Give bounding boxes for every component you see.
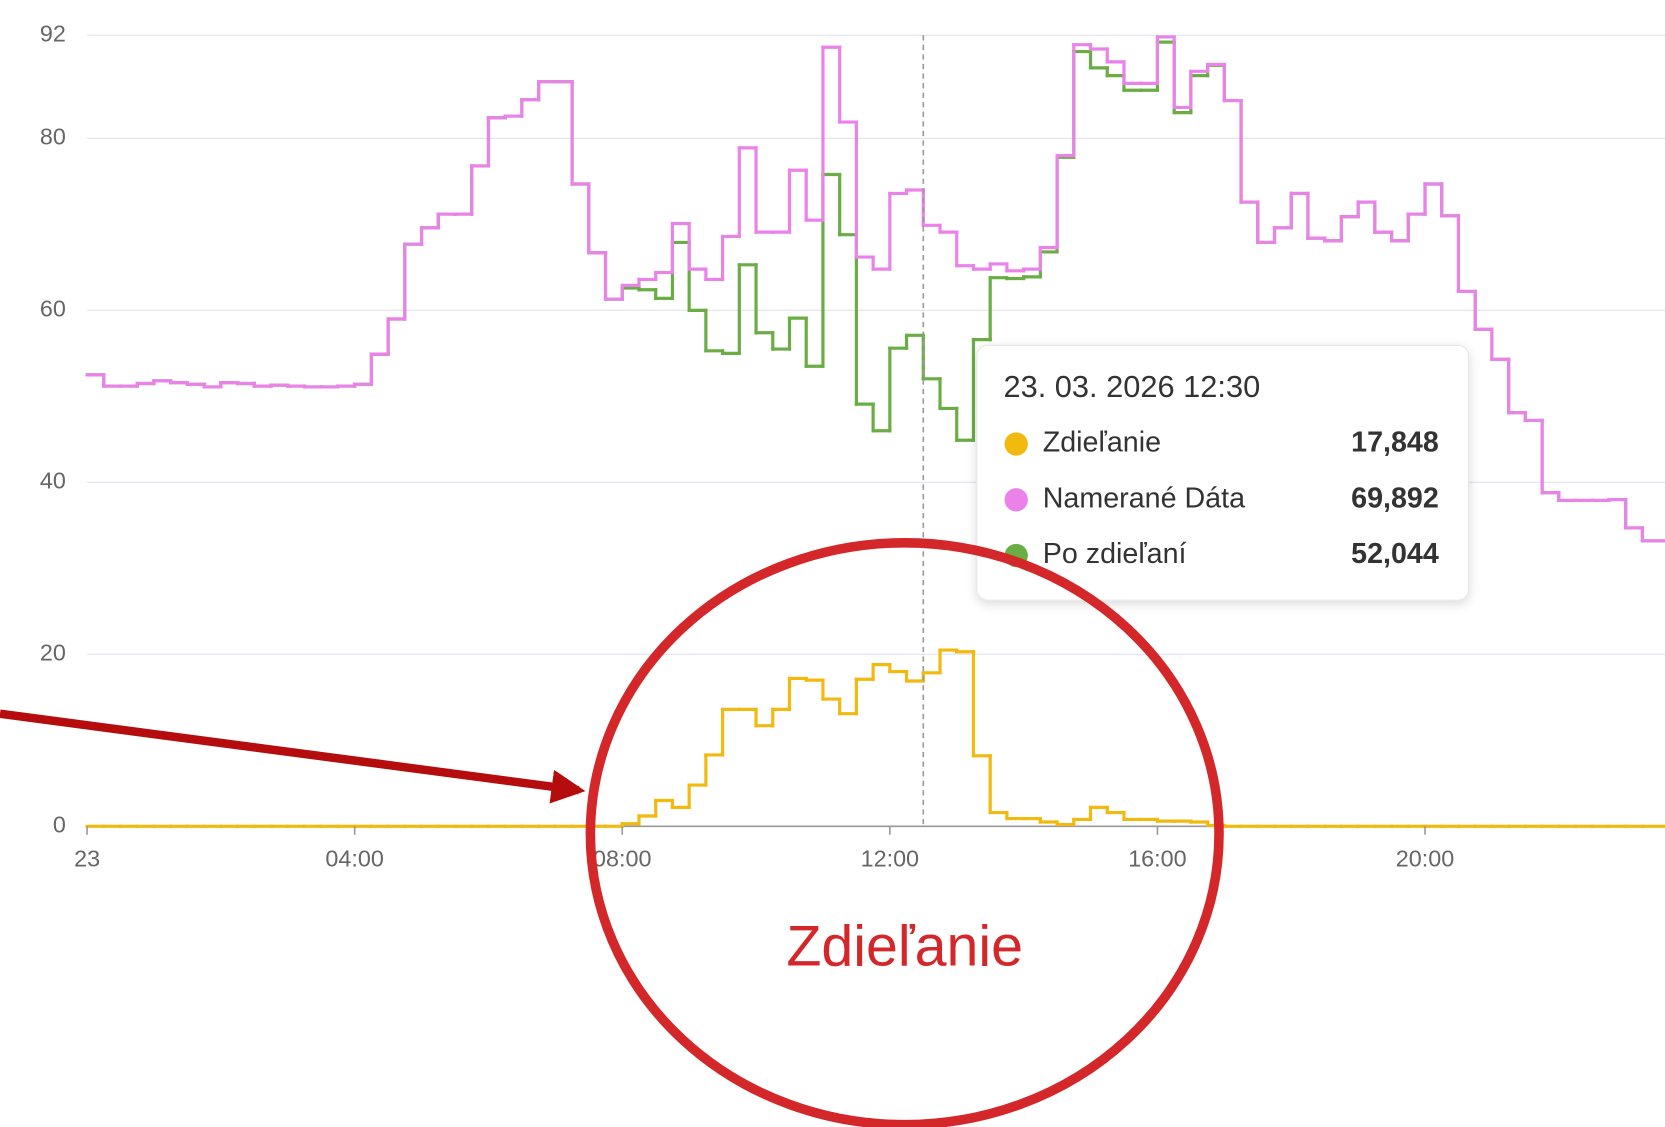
y-tick-label: 20 xyxy=(40,640,66,666)
y-tick-label: 80 xyxy=(40,124,66,150)
x-tick-label: 04:00 xyxy=(325,845,383,871)
arrow xyxy=(0,709,586,804)
y-tick-label: 60 xyxy=(40,296,66,322)
tooltip-dot xyxy=(1004,432,1028,456)
tooltip-box xyxy=(976,344,1470,601)
x-tick-label: 16:00 xyxy=(1128,845,1186,871)
annotation: Zdieľanie xyxy=(786,915,1023,979)
tooltip-series-name: Po zdieľaní xyxy=(1043,538,1187,570)
tooltip-value: 52,044 xyxy=(1351,538,1439,570)
x-tick-label: 12:00 xyxy=(861,845,919,871)
tooltip-series-name: Namerané Dáta xyxy=(1043,482,1245,514)
highlight-circle xyxy=(585,538,1224,1127)
tooltip-value: 69,892 xyxy=(1351,482,1439,514)
tooltip: 23. 03. 2026 12:30 Zdieľanie 17,848 Namera… xyxy=(976,344,1470,601)
tooltip-value: 17,848 xyxy=(1351,427,1439,459)
tooltip-title: 23. 03. 2026 12:30 xyxy=(1003,369,1260,404)
y-tick-label: 92 xyxy=(40,20,66,46)
tooltip-series-name: Zdieľanie xyxy=(1043,427,1161,459)
axes: 0 20 40 60 80 92 23 04:00 08:00 12:00 16:00 20:00 xyxy=(40,20,1454,871)
x-tick-label: 08:00 xyxy=(593,845,651,871)
y-tick-label: 40 xyxy=(40,468,66,494)
tooltip-dot xyxy=(1004,488,1028,512)
y-tick-label: 0 xyxy=(53,811,66,837)
x-tick-label: 23 xyxy=(74,845,100,871)
x-tick-label: 20:00 xyxy=(1396,845,1454,871)
plot-area xyxy=(85,35,1665,828)
